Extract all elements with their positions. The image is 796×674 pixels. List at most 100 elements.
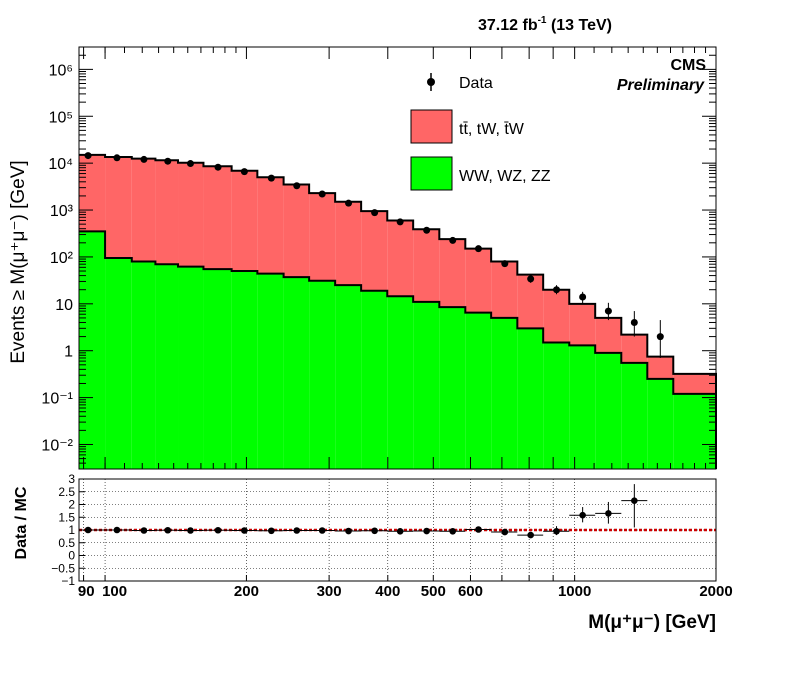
main-frame	[78, 46, 717, 470]
ratio-point	[605, 510, 612, 517]
legend: Data tt̄, tW, t̄W WW, WZ, ZZ	[410, 73, 551, 191]
ratio-y-tick-label: 1.5	[58, 510, 75, 524]
data-point	[293, 182, 301, 190]
ratio-point	[553, 527, 560, 535]
x-tick-label: 300	[317, 583, 342, 600]
x-tick-label: 200	[234, 583, 259, 600]
diboson-bar	[283, 277, 310, 469]
diboson-bar	[569, 345, 596, 469]
diboson-bar	[517, 328, 544, 469]
diboson-bar	[361, 290, 388, 469]
x-tick-label: 500	[421, 583, 446, 600]
ratio-point	[501, 528, 509, 536]
ratio-point	[396, 527, 404, 535]
top-bar	[439, 239, 466, 308]
ratio-point	[631, 497, 638, 504]
ratio-y-tick-label: −1	[61, 574, 75, 588]
top-bar	[517, 274, 544, 329]
ratio-y-tick-label: 2	[68, 498, 75, 512]
legend-top-label: tt̄, tW, t̄W	[459, 121, 525, 138]
top-bar	[465, 248, 492, 313]
diboson-bar	[203, 269, 232, 469]
data-point	[318, 190, 326, 198]
top-bar	[231, 170, 258, 272]
top-bar	[309, 193, 336, 281]
data-point	[396, 218, 404, 226]
legend-diboson-swatch	[410, 156, 453, 191]
ratio-point	[527, 531, 534, 539]
top-bar	[283, 184, 310, 278]
diboson-bar	[257, 273, 284, 469]
data-point	[140, 155, 148, 163]
data-point	[656, 333, 664, 341]
main-y-tick-label: 10²	[50, 250, 74, 267]
ratio-point	[140, 527, 148, 534]
data-point	[501, 260, 509, 268]
ratio-point	[579, 511, 586, 519]
diboson-bar	[309, 280, 336, 469]
top-bar	[595, 317, 622, 353]
legend-diboson-label: WW, WZ, ZZ	[459, 168, 551, 185]
ratio-point	[214, 526, 222, 534]
diboson-bar	[543, 342, 570, 469]
diboson-bar	[595, 352, 622, 469]
data-point	[240, 168, 248, 176]
ratio-point	[345, 527, 352, 535]
top-bar	[335, 201, 362, 286]
x-tick-label: 100	[102, 583, 127, 600]
main-y-tick-label: 10⁵	[49, 109, 73, 126]
top-bar	[673, 373, 716, 394]
top-bar	[131, 158, 156, 262]
top-bar	[491, 261, 518, 318]
data-point	[604, 307, 612, 315]
data-point	[553, 286, 561, 294]
top-outline	[79, 153, 717, 394]
ratio-point	[293, 527, 301, 534]
data-point	[164, 157, 172, 165]
ratio-point	[449, 527, 457, 535]
diboson-bar	[491, 317, 518, 469]
data-point	[113, 154, 121, 162]
data-point	[84, 152, 92, 160]
data-point	[474, 245, 482, 253]
diboson-bar	[387, 296, 414, 469]
legend-top-swatch	[410, 109, 453, 144]
ratio-point	[164, 526, 172, 534]
diboson-bar	[231, 271, 258, 469]
data-point	[579, 293, 587, 301]
main-y-axis-title: Events ≥ M(μ⁺μ⁻) [GeV]	[8, 160, 29, 363]
ratio-point	[268, 527, 275, 535]
data-point	[630, 318, 638, 326]
top-bar	[155, 160, 179, 265]
main-y-tick-label: 1	[64, 344, 73, 361]
main-y-tick-label: 10⁻¹	[41, 391, 73, 408]
x-tick-label: 2000	[699, 583, 732, 600]
diboson-bar	[465, 312, 492, 469]
main-y-tick-label: 10⁶	[49, 62, 73, 79]
top-bar	[543, 289, 570, 343]
main-y-tick-label: 10⁻²	[41, 437, 73, 454]
lumi-label: 37.12 fb-1 (13 TeV)	[478, 15, 612, 34]
ratio-y-tick-label: 1	[68, 523, 75, 537]
ratio-point	[241, 527, 248, 534]
ratio-y-tick-label: −0.5	[51, 561, 75, 575]
diboson-bar	[413, 301, 440, 469]
diboson-bar	[439, 307, 466, 469]
ratio-point	[371, 527, 378, 535]
data-point	[371, 209, 379, 217]
diboson-bar	[131, 261, 156, 469]
top-bar	[257, 177, 284, 274]
ratio-point	[84, 526, 92, 534]
top-bar	[105, 157, 132, 258]
top-bar	[569, 303, 596, 346]
ratio-y-tick-label: 0	[68, 549, 75, 563]
diboson-bar	[621, 362, 648, 469]
diboson-bar	[335, 285, 362, 469]
top-bar	[647, 356, 674, 379]
x-axis-title: M(μ⁺μ⁻) [GeV]	[588, 612, 716, 633]
top-bar	[413, 229, 440, 302]
main-y-tick-label: 10³	[50, 203, 74, 220]
data-point	[423, 226, 431, 234]
top-bar	[621, 334, 648, 363]
